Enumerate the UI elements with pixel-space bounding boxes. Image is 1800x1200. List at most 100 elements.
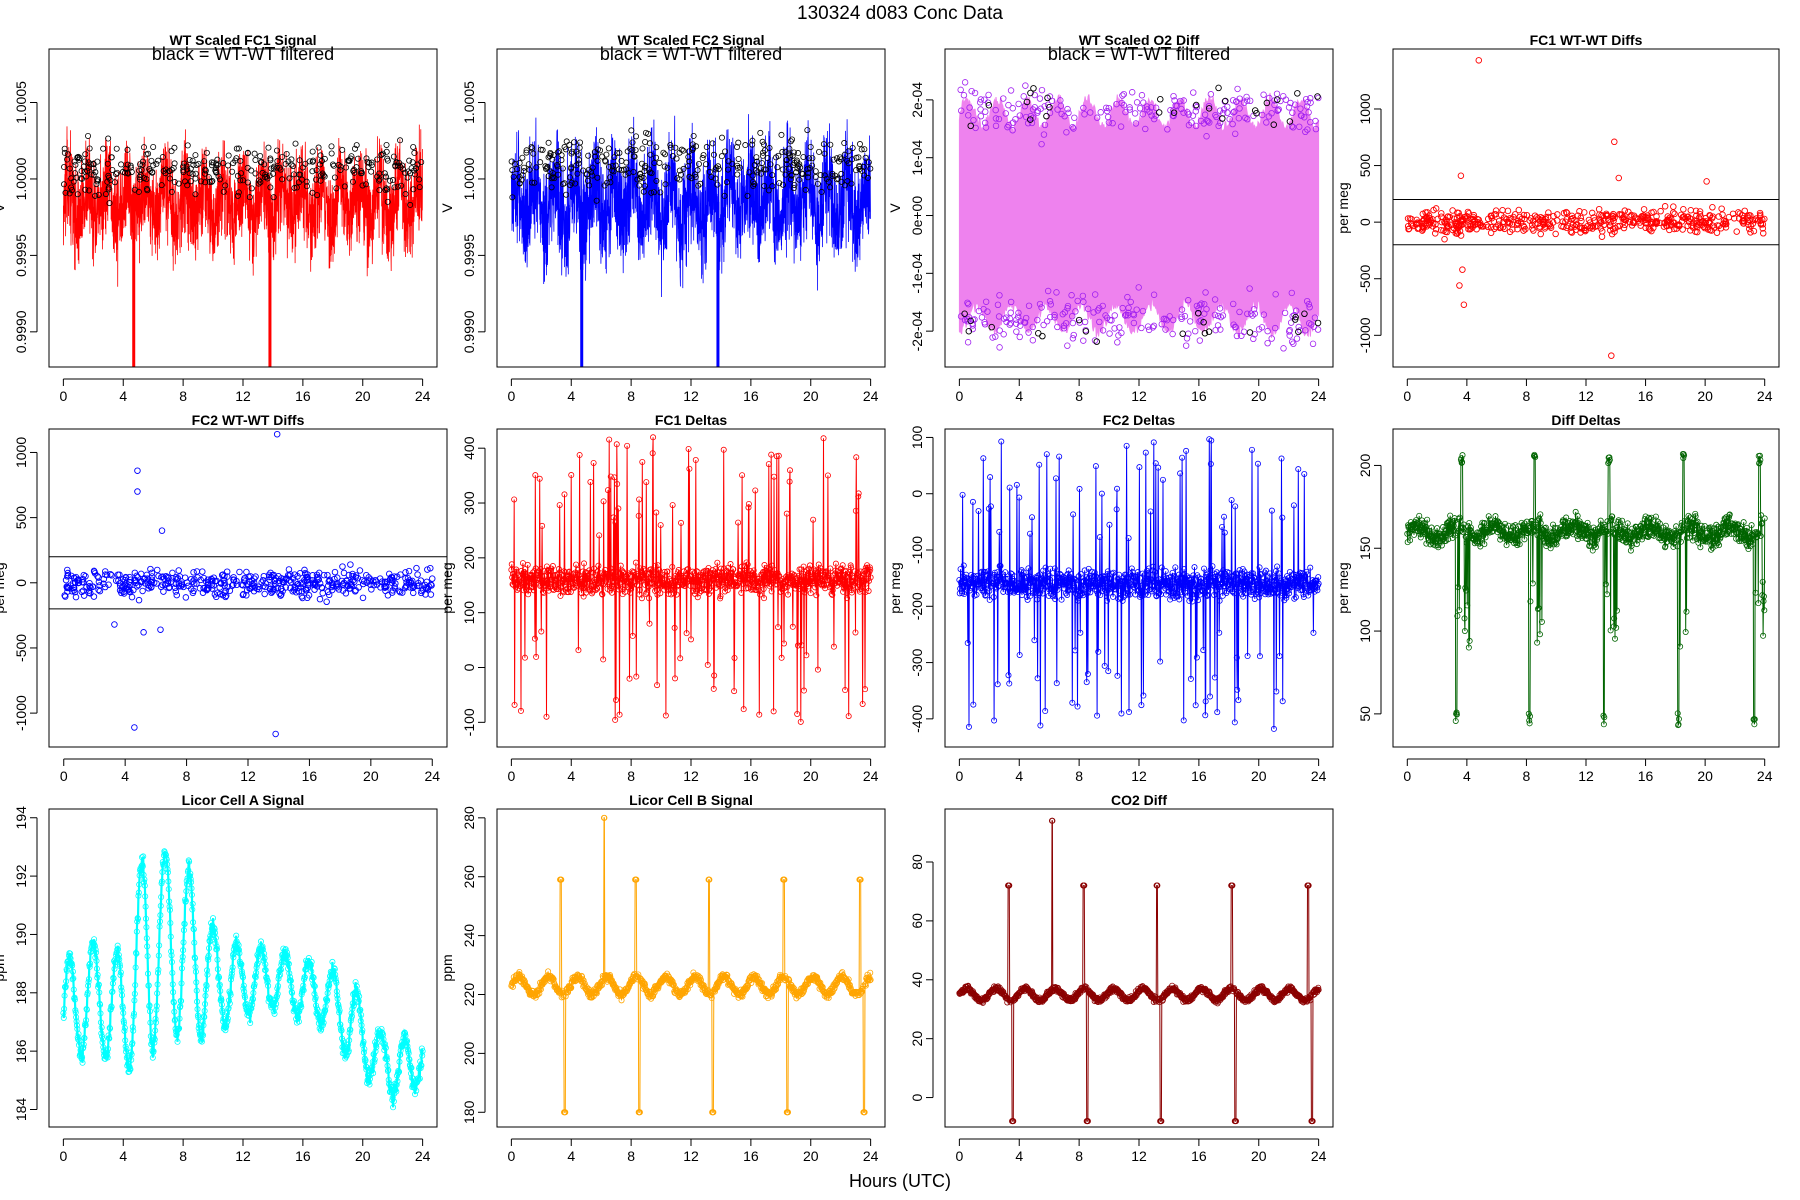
data-point [739,580,746,587]
data-point [1424,209,1431,216]
data-point [1164,577,1171,584]
data-point [1150,291,1158,298]
data-point [1696,211,1704,218]
data-point [389,177,396,184]
data-point [958,107,965,114]
data-point [616,149,623,156]
data-point [1263,119,1270,126]
data-point [992,115,1000,122]
data-point [1077,570,1084,577]
data-point [1057,102,1065,110]
data-point [1740,217,1748,224]
data-point [230,160,237,167]
data-point [1568,216,1575,223]
data-point [547,150,554,157]
data-point [73,174,80,181]
data-point [985,585,992,592]
data-point [1450,224,1458,232]
data-point [247,573,254,580]
data-point [236,568,243,576]
data-point [1106,575,1113,582]
data-point [1569,215,1576,222]
data-point [87,161,94,168]
y-tick-label: 0.9990 [13,310,29,353]
data-point [589,172,596,179]
data-point [1002,110,1009,117]
y-tick-label: 1000 [1357,93,1373,124]
data-point [1016,333,1023,341]
data-point [760,149,767,156]
data-point [64,156,71,163]
data-point [859,700,866,707]
data-point [173,576,181,583]
data-point [694,167,701,174]
data-point [525,591,532,598]
data-point [555,171,562,178]
data-point [1203,573,1210,580]
data-point [1640,206,1648,213]
data-point [1169,569,1176,576]
data-point [1667,535,1674,542]
data-point [970,116,977,124]
data-point [810,578,817,585]
data-point [106,200,113,207]
data-point [288,161,295,168]
data-point [1012,116,1019,123]
data-point [767,161,774,168]
data-point [725,166,732,173]
data-point [1176,596,1183,603]
x-tick-label: 4 [1015,768,1023,784]
data-point [223,568,231,575]
data-point [818,188,825,195]
data-point [335,162,342,169]
data-point [153,161,160,168]
filtered-point [1027,89,1034,97]
data-point [1759,230,1767,237]
data-point [695,573,702,580]
data-point [329,582,336,589]
data-point [800,687,807,694]
data-point [539,522,546,529]
data-point [1304,571,1311,578]
data-point [240,590,247,598]
data-point [1584,519,1591,526]
data-point [1167,596,1174,603]
data-point [1201,580,1208,587]
data-point [1407,537,1414,544]
data-point [1113,506,1120,513]
data-point [597,570,604,577]
data-point [315,144,322,151]
data-point [1119,304,1126,312]
data-point [523,147,530,154]
data-point [1276,653,1283,660]
data-point [671,624,678,631]
data-point [104,160,111,167]
data-point [991,717,998,724]
data-point [187,178,194,185]
data-point [584,177,591,184]
data-point [841,151,848,158]
y-axis-label: per meg [439,562,455,613]
plot-frame [1392,48,1780,368]
data-point [201,170,208,177]
data-point [1447,512,1454,519]
data-point [648,189,655,196]
data-point [1648,514,1655,521]
data-point [1314,326,1322,333]
data-point [587,478,594,485]
data-point [733,579,740,586]
data-point [1024,119,1032,127]
data-point [1038,304,1045,311]
data-point [797,164,804,171]
data-point [1041,121,1049,129]
data-point [328,579,336,586]
data-point [1591,217,1598,224]
data-point [356,567,364,574]
data-point [108,572,115,579]
data-point [1231,590,1238,597]
data-point [590,569,597,576]
data-point [166,168,173,175]
data-point [599,591,606,598]
data-point [1064,302,1072,310]
data-point [996,327,1003,334]
